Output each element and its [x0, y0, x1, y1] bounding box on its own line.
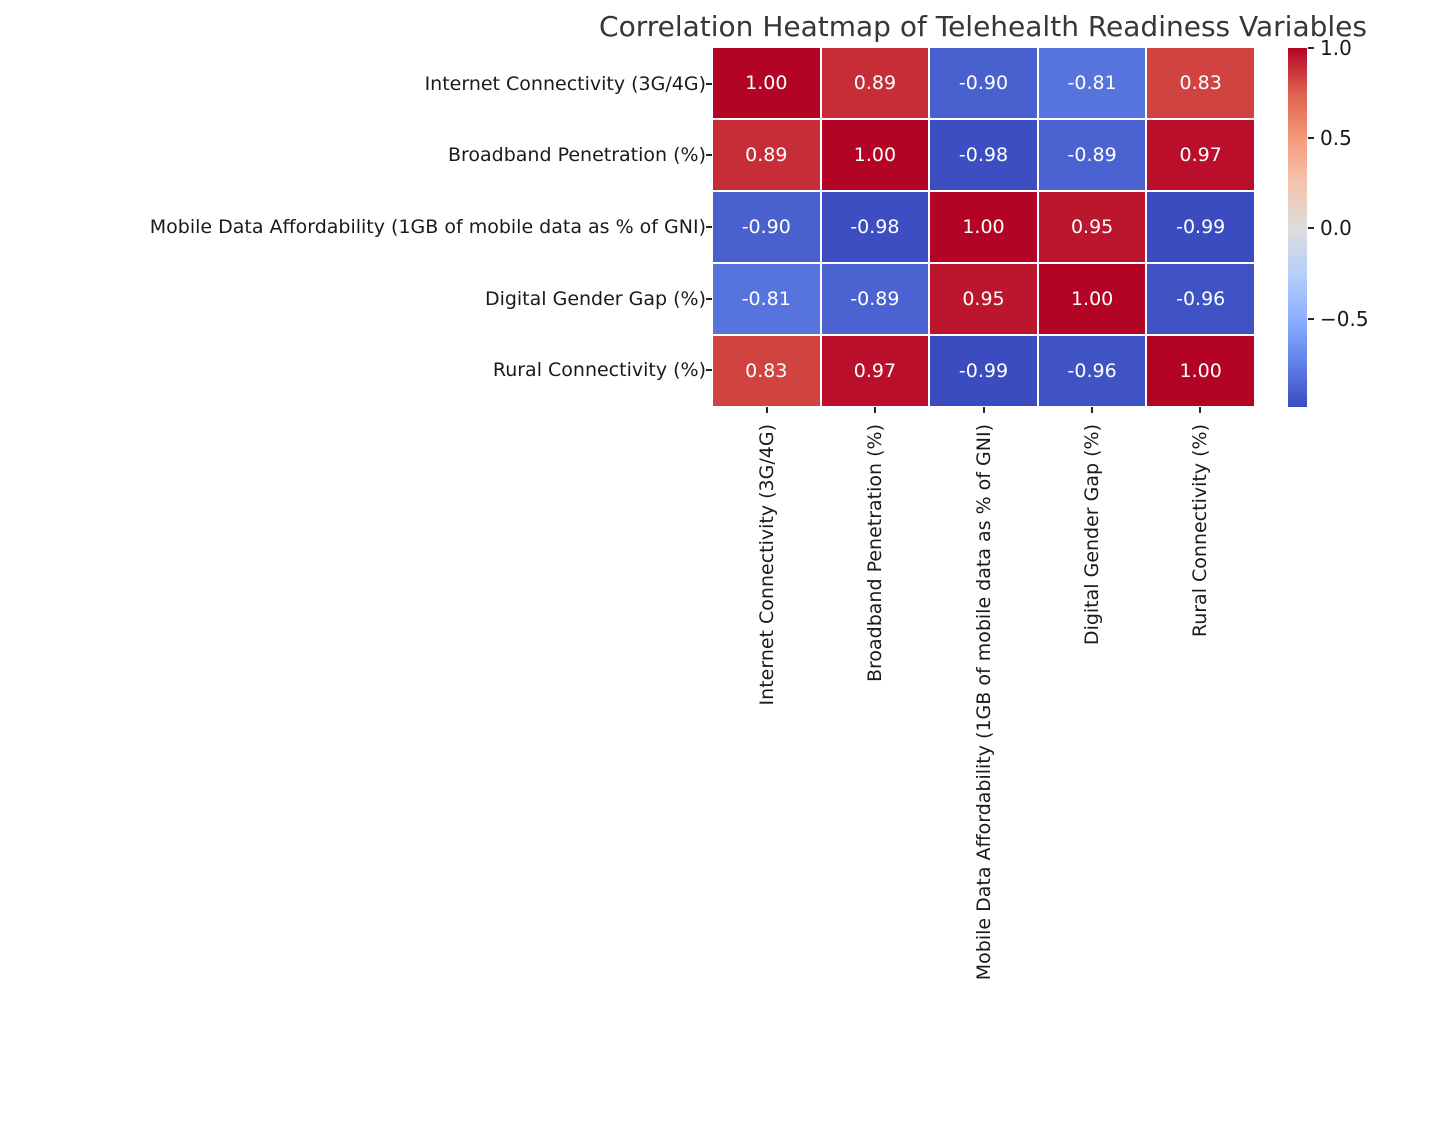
heatmap-cell: 0.83 [1147, 48, 1254, 118]
heatmap-cell: -0.96 [1038, 336, 1146, 406]
heatmap-cell: 1.00 [1038, 264, 1146, 334]
y-tick-label: Internet Connectivity (3G/4G) [424, 72, 706, 95]
x-tick-label: Internet Connectivity (3G/4G) [756, 424, 779, 706]
y-tick-label: Mobile Data Affordability (1GB of mobile… [149, 216, 706, 238]
tick-mark [874, 407, 877, 413]
colorbar-tick-label: 0.0 [1320, 216, 1352, 241]
heatmap-cell: 1.00 [930, 192, 1037, 262]
tick-mark [1198, 407, 1201, 413]
y-tick-label: Digital Gender Gap (%) [484, 287, 706, 310]
heatmap-grid: 1.00 0.89 -0.90 -0.81 0.83 0.89 1.00 -0.98 -0.89… [713, 48, 1254, 406]
tick-mark [766, 407, 769, 413]
heatmap-cell: -0.99 [1147, 192, 1254, 262]
tick-mark [1308, 227, 1314, 230]
colorbar-gradient [1288, 48, 1307, 407]
heatmap-cell: 1.00 [1147, 336, 1254, 406]
x-tick-label: Broadband Penetration (%) [864, 424, 887, 683]
colorbar-tick-label: 1.0 [1320, 36, 1352, 60]
tick-mark [1308, 137, 1314, 140]
heatmap-cell: 0.95 [1038, 192, 1146, 262]
heatmap-cell: 0.83 [713, 336, 820, 406]
colorbar-tick-label: −0.5 [1320, 306, 1369, 331]
tick-mark [706, 226, 712, 228]
heatmap-cell: 0.97 [821, 336, 929, 406]
colorbar-tick-label: 0.5 [1320, 126, 1352, 151]
heatmap-cell: -0.98 [930, 120, 1037, 190]
y-tick-label: Broadband Penetration (%) [447, 144, 706, 167]
tick-mark [706, 297, 712, 300]
tick-mark [1308, 47, 1314, 49]
tick-mark [1090, 407, 1093, 413]
heatmap-cell: -0.90 [713, 192, 820, 262]
tick-mark [706, 82, 712, 85]
heatmap-cell: -0.81 [1038, 48, 1146, 118]
heatmap-cell: -0.89 [821, 264, 929, 334]
heatmap-cell: -0.89 [1038, 120, 1146, 190]
heatmap-cell: 0.89 [713, 120, 820, 190]
tick-mark [706, 369, 712, 372]
x-tick-label: Rural Connectivity (%) [1188, 424, 1211, 638]
heatmap-cell: -0.99 [930, 336, 1037, 406]
heatmap-cell: -0.81 [713, 264, 820, 334]
heatmap-cell: 0.89 [821, 48, 929, 118]
x-tick-label: Digital Gender Gap (%) [1080, 424, 1103, 646]
heatmap-cell: -0.90 [930, 48, 1037, 118]
chart-title: Correlation Heatmap of Telehealth Readin… [599, 10, 1367, 43]
heatmap-cell: 0.97 [1147, 120, 1254, 190]
heatmap-cell: 0.95 [930, 264, 1037, 334]
heatmap-cell: 1.00 [713, 48, 820, 118]
x-tick-label: Mobile Data Affordability (1GB of mobile… [972, 424, 995, 981]
tick-mark [706, 154, 712, 157]
tick-mark [1308, 317, 1314, 320]
heatmap-cell: 1.00 [821, 120, 929, 190]
y-tick-label: Rural Connectivity (%) [492, 359, 706, 382]
heatmap-cell: -0.96 [1147, 264, 1254, 334]
heatmap-cell: -0.98 [821, 192, 929, 262]
tick-mark [982, 407, 985, 413]
